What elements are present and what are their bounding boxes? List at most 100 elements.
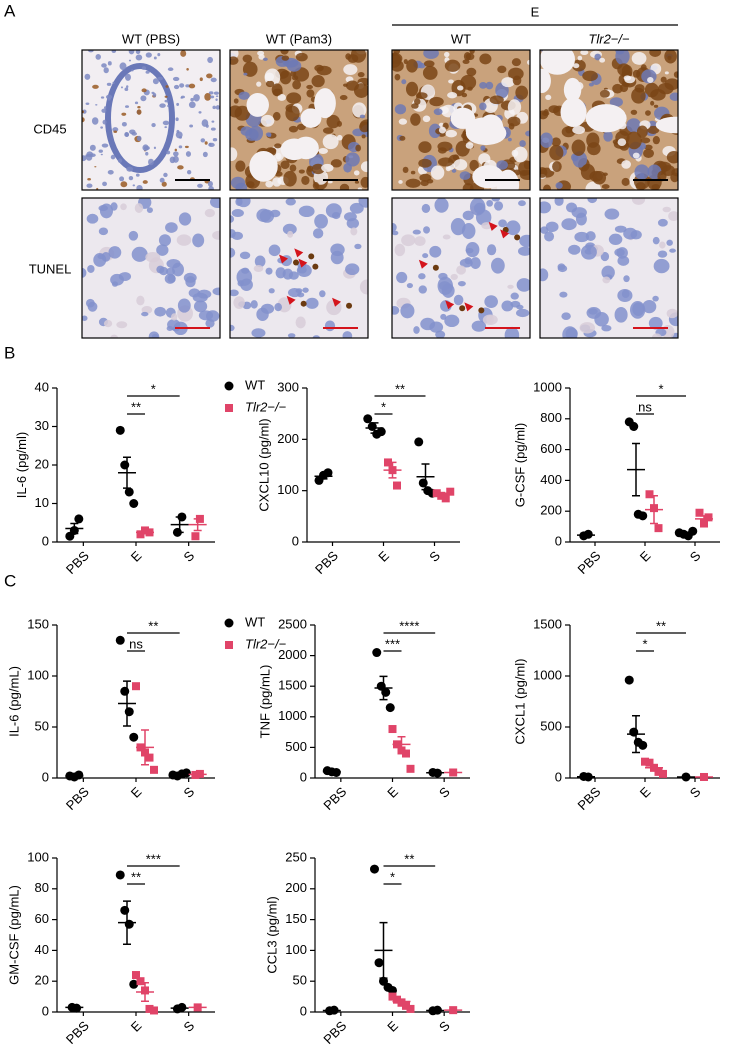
- cell: [136, 295, 145, 306]
- cell: [621, 177, 630, 187]
- x-tick-label: S: [426, 548, 443, 565]
- cell: [437, 141, 453, 152]
- cell: [418, 273, 426, 280]
- cell: [84, 73, 91, 80]
- point: [645, 758, 654, 767]
- cell: [653, 104, 659, 108]
- significance-label: ***: [385, 636, 400, 651]
- cell: [413, 326, 420, 334]
- point: [323, 468, 333, 478]
- cell: [180, 95, 185, 99]
- cell: [634, 164, 650, 180]
- point: [414, 437, 424, 447]
- cell: [280, 50, 289, 55]
- cell: [272, 111, 281, 121]
- cell: [185, 151, 192, 157]
- point: [432, 489, 441, 498]
- frame: [539, 197, 679, 339]
- cell: [159, 177, 165, 183]
- cell: [101, 63, 107, 68]
- cell: [400, 303, 415, 319]
- cell: [318, 147, 328, 154]
- cell: [209, 198, 220, 209]
- cell: [657, 218, 668, 227]
- cell: [176, 102, 180, 106]
- cell: [136, 184, 143, 190]
- cell: [354, 243, 362, 250]
- cell: [268, 288, 275, 294]
- error-bar: [388, 461, 397, 479]
- cell: [561, 218, 577, 231]
- arrowhead: [500, 229, 510, 239]
- point: [129, 979, 139, 989]
- tissue: [230, 198, 368, 338]
- y-axis-label: GM-CSF (pg/mL): [7, 885, 22, 985]
- cell: [322, 134, 339, 150]
- cell: [353, 170, 360, 176]
- cell: [580, 244, 597, 260]
- cell: [457, 85, 464, 91]
- cell: [643, 148, 654, 159]
- cell: [664, 71, 669, 75]
- arrowhead: [332, 297, 342, 307]
- cell: [136, 109, 142, 115]
- cell: [422, 253, 429, 259]
- point: [641, 757, 649, 766]
- cell: [549, 145, 564, 161]
- micrograph: [391, 197, 531, 339]
- cell: [230, 56, 239, 65]
- cell: [345, 53, 352, 60]
- frame: [391, 49, 531, 191]
- cell: [289, 164, 297, 172]
- y-axis-label: CCL3 (pg/ml): [265, 896, 280, 973]
- cell: [448, 79, 454, 84]
- x-tick-label: PBS: [312, 548, 341, 577]
- cell: [469, 50, 475, 55]
- significance-label: ns: [129, 636, 143, 651]
- cell: [659, 241, 666, 249]
- cell: [98, 227, 109, 236]
- cell: [461, 222, 476, 240]
- cell: [119, 176, 125, 182]
- error-bar: [397, 735, 406, 753]
- x-tick-label: E: [128, 548, 145, 565]
- cell: [188, 83, 196, 89]
- cell: [110, 273, 124, 286]
- cell: [540, 132, 553, 148]
- cell: [120, 86, 123, 89]
- error-bar: [123, 456, 131, 489]
- column-header: WT (PBS): [122, 31, 180, 46]
- cell: [208, 142, 215, 148]
- x-tick-label: PBS: [575, 548, 604, 577]
- cell: [137, 105, 141, 109]
- cell: [87, 264, 95, 273]
- cell: [580, 50, 589, 55]
- cell: [183, 272, 197, 283]
- point: [385, 703, 395, 713]
- cell: [100, 126, 103, 129]
- error-bar: [421, 463, 430, 491]
- arrowhead: [286, 295, 296, 305]
- cell: [175, 117, 179, 122]
- cell: [230, 215, 235, 223]
- y-tick-label: 0: [555, 533, 562, 548]
- error-bar: [141, 729, 149, 766]
- tissue: [82, 198, 220, 338]
- cell: [438, 272, 448, 280]
- cell: [516, 278, 530, 292]
- cell: [172, 262, 184, 277]
- y-tick-label: 1500: [278, 678, 307, 693]
- cell: [288, 125, 299, 133]
- cell: [153, 146, 157, 150]
- cell: [601, 324, 612, 332]
- cell: [112, 81, 115, 85]
- cell: [357, 187, 363, 190]
- cell: [113, 130, 118, 133]
- cell: [418, 141, 432, 153]
- column-header: Tlr2−/−: [588, 31, 630, 46]
- point: [654, 767, 663, 776]
- error-bar: [632, 442, 640, 497]
- cell: [321, 163, 334, 172]
- cell: [359, 279, 368, 295]
